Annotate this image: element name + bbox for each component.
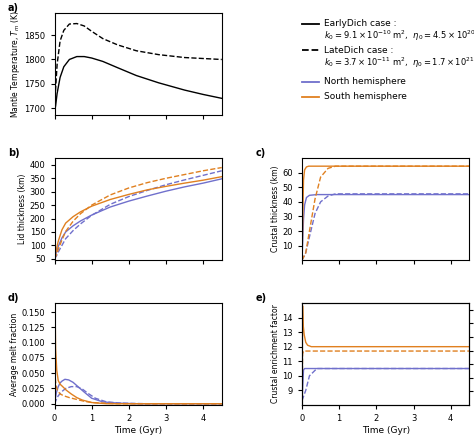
Text: $k_0 = 3.7 \times 10^{-11}$ m$^2$,  $\eta_0 = 1.7 \times 10^{21}$ Pa s: $k_0 = 3.7 \times 10^{-11}$ m$^2$, $\eta… [324,55,474,69]
Y-axis label: Crustal thickness (km): Crustal thickness (km) [271,166,280,252]
Y-axis label: Lid thickness (km): Lid thickness (km) [18,174,27,244]
X-axis label: Time (Gyr): Time (Gyr) [362,426,410,435]
X-axis label: Time (Gyr): Time (Gyr) [114,426,162,435]
Text: c): c) [255,148,265,158]
Y-axis label: Average melt fraction: Average melt fraction [10,312,19,396]
Text: LateDich case :: LateDich case : [324,45,393,55]
Y-axis label: Mantle Temperature, $T_m$ (K): Mantle Temperature, $T_m$ (K) [9,10,22,118]
Text: a): a) [8,3,18,13]
Text: EarlyDich case :: EarlyDich case : [324,19,396,28]
Text: South hemisphere: South hemisphere [324,93,407,101]
Y-axis label: Crustal enrichment factor: Crustal enrichment factor [271,304,280,404]
Text: d): d) [8,293,19,303]
Text: $k_0 = 9.1 \times 10^{-10}$ m$^2$,  $\eta_0 = 4.5 \times 10^{20}$ Pa s: $k_0 = 9.1 \times 10^{-10}$ m$^2$, $\eta… [324,28,474,43]
Text: b): b) [8,148,19,158]
Text: North hemisphere: North hemisphere [324,77,406,86]
Text: e): e) [255,293,266,303]
